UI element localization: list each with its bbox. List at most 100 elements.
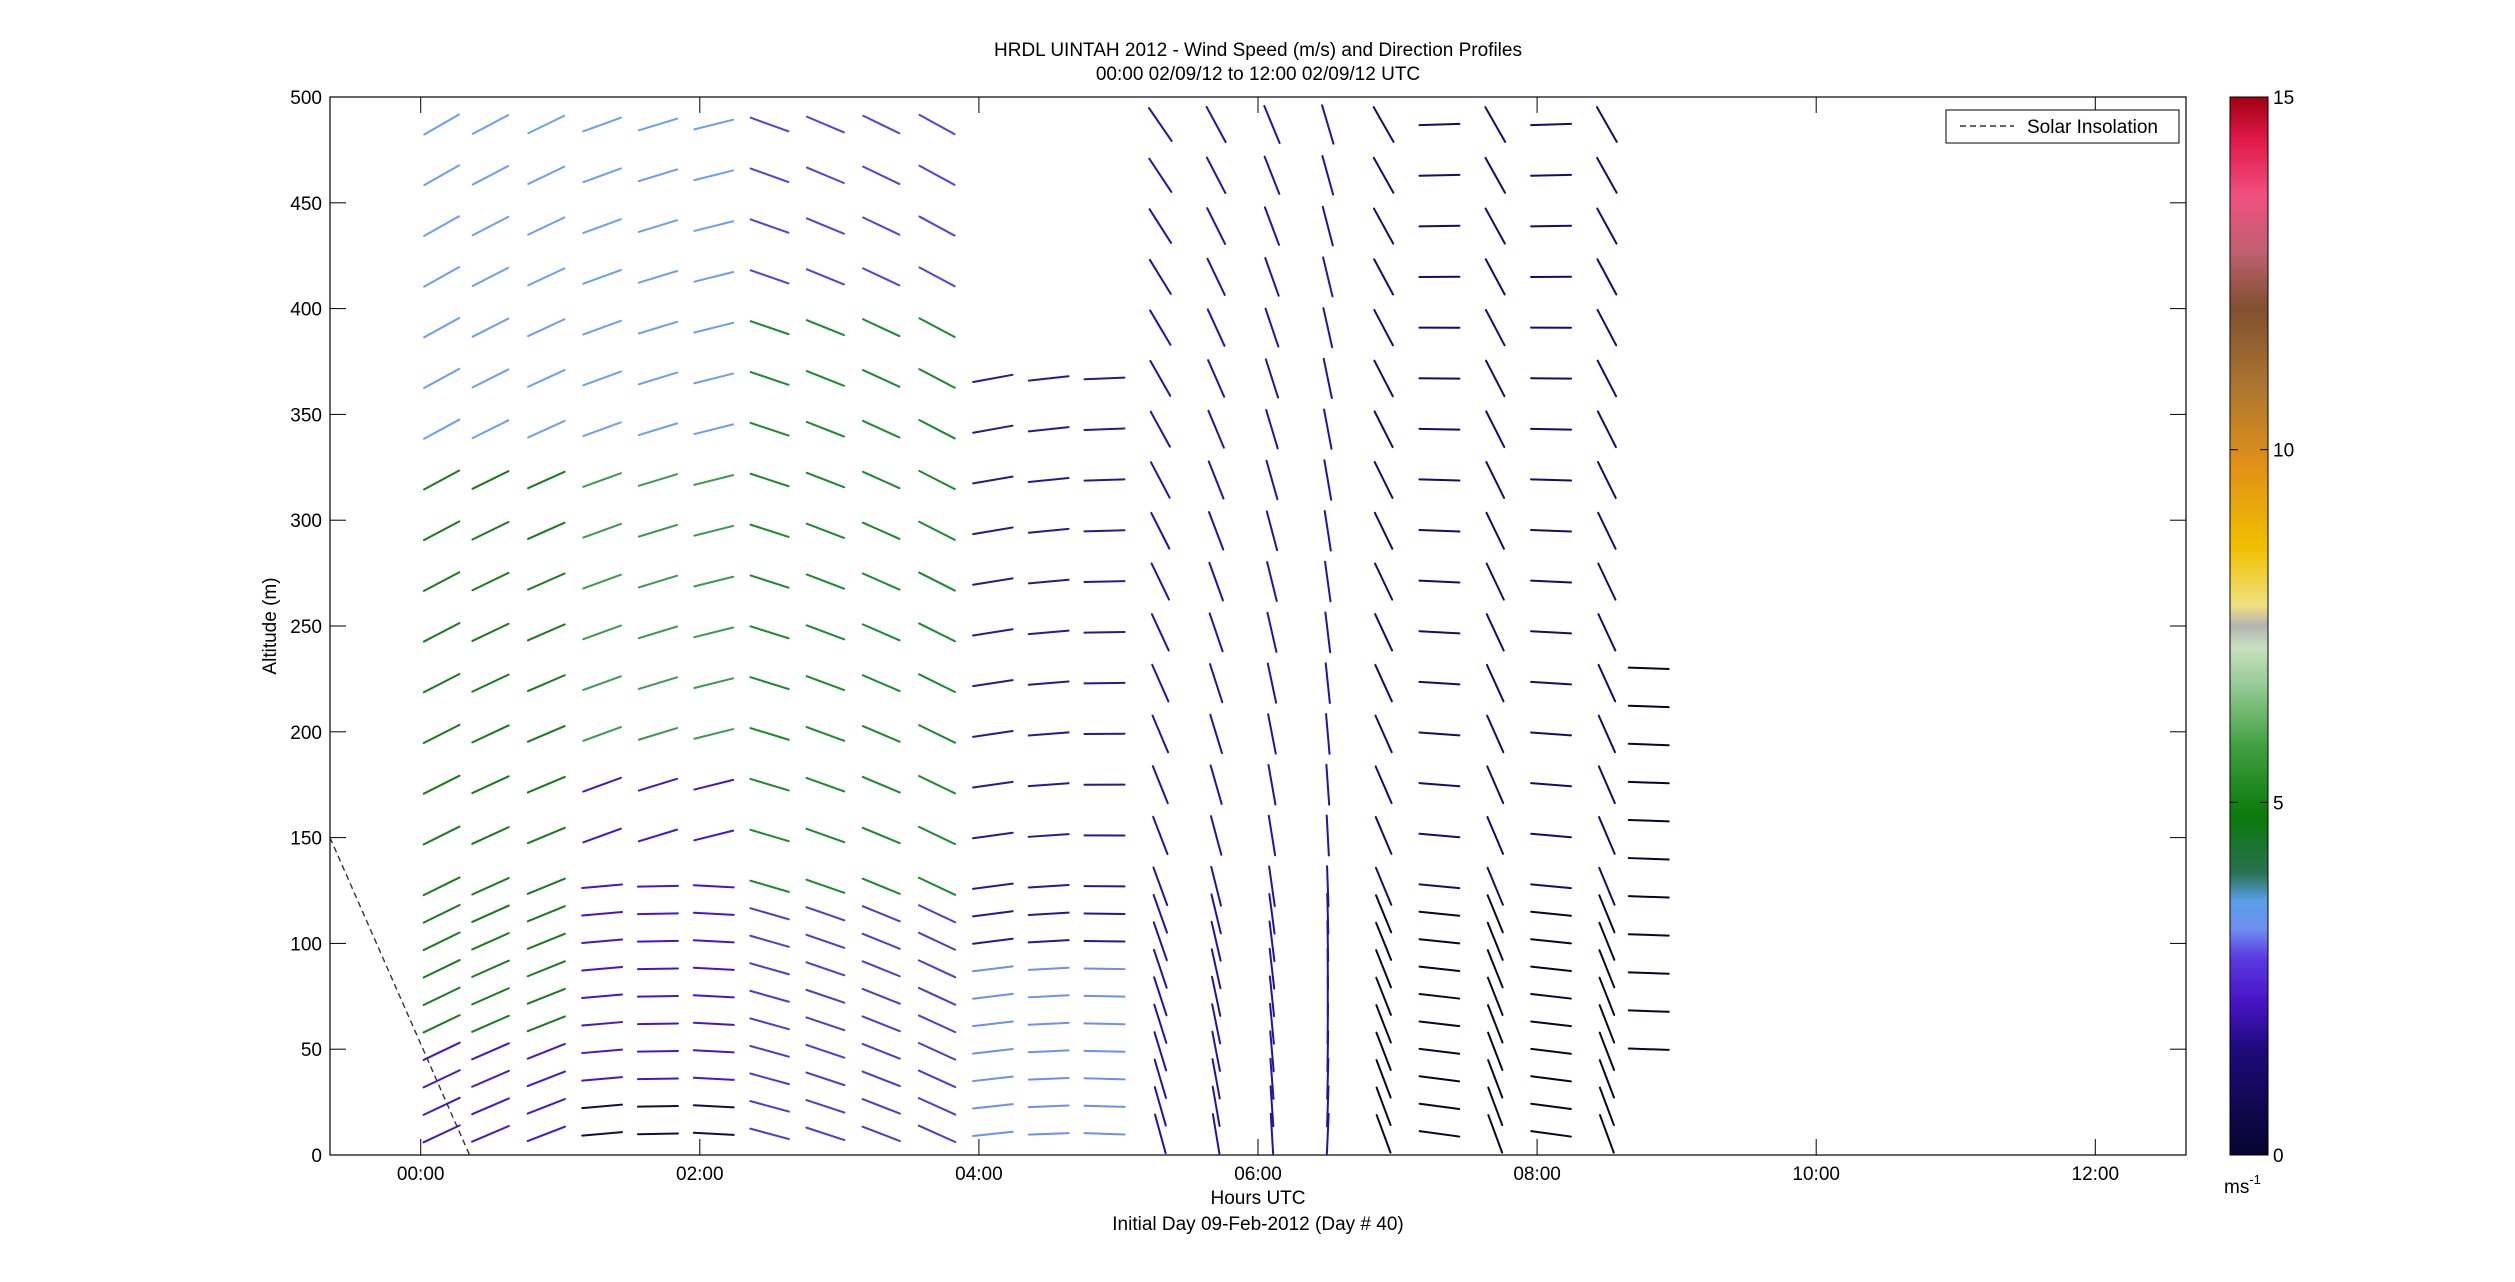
wind-barb [1597,714,1617,754]
wind-barb [1418,782,1461,788]
wind-barb [972,424,1014,434]
wind-barb [693,728,735,740]
solar-insolation-layer [329,837,471,1156]
wind-barb [1325,763,1331,806]
wind-barb [1530,1047,1572,1055]
wind-barb [971,1020,1014,1028]
wind-barb [1374,714,1393,754]
wind-barb [1530,1102,1572,1110]
wind-barb [1596,410,1617,449]
wind-barb [422,622,461,643]
wind-barb [471,215,510,237]
wind-barb [1598,1086,1615,1127]
wind-barb [1486,949,1504,989]
wind-barb [1208,612,1224,653]
wind-barb [1322,256,1334,298]
wind-barb [805,471,846,489]
colorbar-tick-label: 10 [2273,441,2294,462]
x-tick-label: 04:00 [955,1164,1003,1185]
wind-barb [1154,1113,1167,1155]
wind-barb [861,826,901,845]
wind-barb [1598,866,1616,906]
wind-barb [1205,156,1227,195]
wind-barb [422,931,461,952]
wind-barb [749,320,790,336]
wind-barb [423,266,461,288]
wind-barb [805,1071,846,1087]
wind-barb [861,725,901,743]
wind-barb [1208,561,1224,602]
wind-barb [693,372,735,385]
wind-barb [1148,157,1173,193]
wind-barb [582,370,622,387]
wind-barb [805,522,846,539]
wind-barb [1530,832,1572,839]
wind-barb [1418,832,1461,839]
wind-barb [1149,360,1172,397]
wind-barb [582,319,622,336]
wind-barb [1153,1003,1168,1044]
wind-barb [527,470,566,490]
wind-barb [471,1097,510,1116]
wind-barb [1530,1075,1572,1083]
wind-barb [749,1100,790,1113]
wind-barb [471,904,510,923]
wind-barb [972,992,1014,1000]
wind-barb [749,989,790,1003]
wind-barb [862,216,901,236]
wind-barb [1027,476,1070,484]
wind-barb [1375,976,1392,1016]
wind-barb [1321,205,1334,247]
wind-barb [423,316,461,339]
wind-barb [1027,966,1070,971]
wind-barb [637,117,679,132]
wind-barb [861,877,901,895]
wind-barb [1487,1059,1504,1099]
wind-barb [1321,155,1335,196]
chart-title-line-2: 00:00 02/09/12 to 12:00 02/09/12 UTC [1096,64,1420,85]
wind-barb [1027,375,1070,382]
wind-barb [582,522,622,539]
wind-barb [1530,173,1573,177]
wind-barb [693,677,735,689]
wind-barb [1268,947,1276,990]
wind-barb [1530,1020,1572,1028]
wind-barb [918,724,957,744]
wind-barb [471,1042,510,1061]
wind-barb [917,904,957,924]
wind-barb [749,1017,790,1031]
wind-barb [1485,663,1505,703]
wind-barb [1627,704,1670,709]
wind-barb [637,168,679,183]
wind-barb [471,571,510,592]
wind-barb [1206,308,1226,347]
wind-barb [526,572,566,591]
wind-barb [1083,1104,1126,1108]
wind-barb [1210,920,1222,962]
wind-barb [1596,308,1618,347]
wind-barb [1485,511,1505,550]
wind-barb [1484,106,1507,143]
wind-barb [918,673,956,693]
wind-barb [1269,1057,1275,1100]
wind-barb [692,1104,735,1109]
wind-barb [1269,1030,1275,1073]
wind-barb [581,938,624,945]
wind-barb [471,959,510,978]
x-axis-label: Hours UTC [1210,1188,1305,1209]
legend: Solar Insolation [1945,109,2180,144]
wind-barb [582,421,622,438]
wind-barb [526,1042,566,1060]
wind-barb [1207,359,1226,398]
wind-barb [862,165,901,185]
wind-barb [422,876,461,897]
wind-barb [637,473,679,487]
wind-barb [1265,409,1279,450]
wind-barb [471,368,510,389]
wind-barb [749,218,790,234]
wind-barb [1530,122,1573,127]
wind-barb [1027,1132,1070,1136]
wind-barb [1373,410,1394,449]
wind-barb [637,828,679,843]
wind-barb [1149,309,1172,346]
